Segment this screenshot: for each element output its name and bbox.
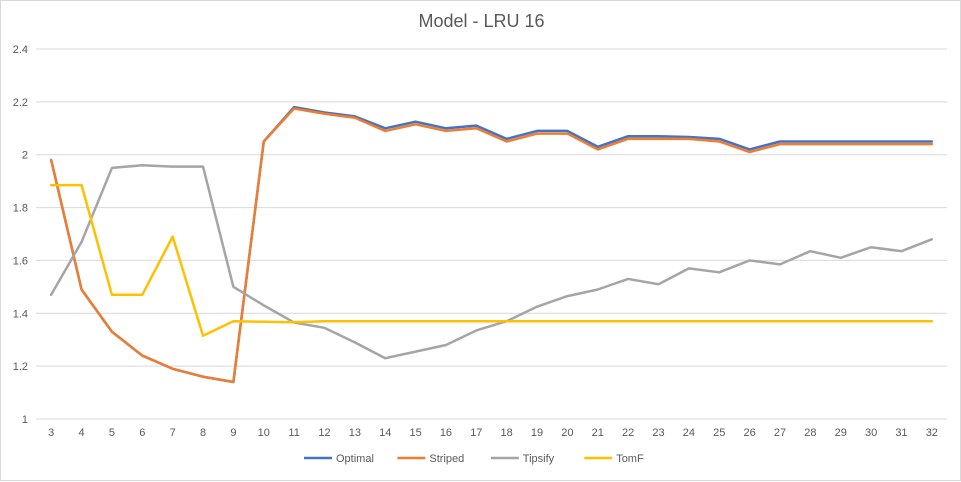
legend-label-striped: Striped (429, 453, 464, 465)
x-tick-label: 16 (440, 427, 452, 439)
x-tick-label: 29 (835, 427, 847, 439)
x-tick-label: 18 (501, 427, 513, 439)
x-tick-label: 32 (926, 427, 938, 439)
series-line-optimal (49, 105, 934, 384)
x-tick-label: 12 (318, 427, 330, 439)
y-tick-label: 1 (22, 414, 28, 426)
x-tick-label: 3 (48, 427, 54, 439)
y-tick-label: 2.4 (13, 44, 28, 56)
x-tick-label: 10 (258, 427, 270, 439)
x-tick-label: 11 (288, 427, 299, 439)
y-tick-label: 1.2 (13, 361, 28, 373)
x-tick-label: 22 (622, 427, 634, 439)
x-tick-label: 31 (895, 427, 907, 439)
series-line-tomf (49, 183, 934, 337)
x-tick-label: 9 (230, 427, 236, 439)
y-tick-label: 1.8 (13, 203, 28, 215)
legend-label-tomf: TomF (616, 453, 644, 465)
y-tick-label: 1.6 (13, 255, 28, 267)
x-tick-label: 7 (170, 427, 176, 439)
y-tick-label: 1.4 (13, 308, 28, 320)
series-line-tipsify (49, 164, 934, 360)
x-tick-label: 6 (139, 427, 145, 439)
x-tick-label: 4 (78, 427, 84, 439)
x-tick-label: 20 (561, 427, 573, 439)
x-tick-label: 17 (470, 427, 482, 439)
x-tick-label: 21 (592, 427, 604, 439)
x-tick-label: 30 (865, 427, 877, 439)
x-tick-label: 26 (743, 427, 755, 439)
series-line-striped (49, 107, 934, 384)
x-tick-label: 24 (683, 427, 695, 439)
gridlines (36, 48, 947, 420)
legend-label-tipsify: Tipsify (523, 453, 555, 465)
y-tick-label: 2.2 (13, 97, 28, 109)
y-tick-label: 2 (22, 150, 28, 162)
x-tick-label: 23 (652, 427, 664, 439)
x-tick-label: 13 (349, 427, 361, 439)
x-tick-label: 8 (200, 427, 206, 439)
x-tick-label: 28 (804, 427, 816, 439)
chart-title: Model - LRU 16 (418, 11, 545, 31)
x-tick-label: 25 (713, 427, 725, 439)
x-tick-label: 15 (409, 427, 421, 439)
x-tick-label: 19 (531, 427, 543, 439)
x-tick-label: 5 (109, 427, 115, 439)
legend-label-optimal: Optimal (336, 453, 374, 465)
x-tick-label: 14 (379, 427, 391, 439)
x-tick-label: 27 (774, 427, 786, 439)
